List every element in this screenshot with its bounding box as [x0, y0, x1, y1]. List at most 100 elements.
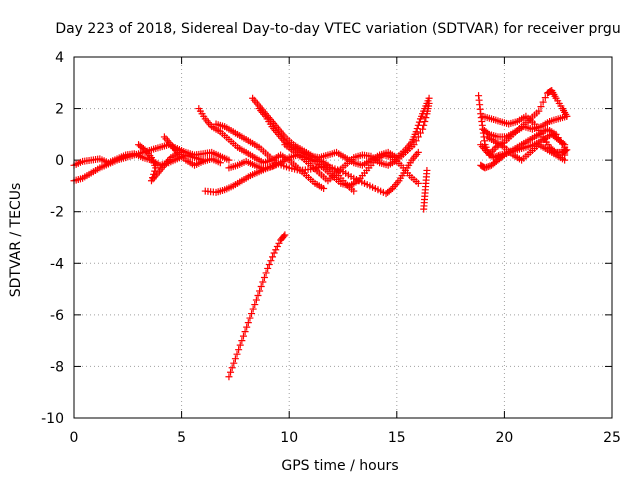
data-point: [387, 186, 395, 194]
data-point: [412, 128, 420, 136]
x-tick-label: 5: [177, 430, 186, 446]
chart-title: Day 223 of 2018, Sidereal Day-to-day VTE…: [55, 21, 620, 37]
x-tick-label: 20: [495, 430, 513, 446]
series-arc-4: [160, 133, 224, 169]
data-point: [539, 98, 547, 106]
data-point: [413, 125, 421, 133]
data-point: [225, 156, 233, 164]
data-point: [257, 282, 265, 290]
tick-labels: 0 5 10 15 20 25 -10 -8 -6 -4 -2 0 2 4: [41, 50, 621, 446]
data-point: [410, 141, 418, 149]
data-point: [535, 107, 543, 115]
y-tick-label: 4: [55, 50, 64, 66]
series-arc-19: [479, 112, 571, 141]
data-point: [152, 164, 160, 172]
data-point: [484, 129, 492, 137]
data-point: [216, 159, 224, 167]
y-tick-label: -6: [50, 308, 64, 324]
data-point: [239, 332, 247, 340]
plot-frame: [73, 56, 613, 419]
data-point: [414, 133, 422, 141]
data-point: [248, 310, 256, 318]
data-point: [280, 232, 288, 240]
data-point: [416, 129, 424, 137]
data-point: [259, 278, 267, 286]
plot-markers: [70, 87, 571, 381]
y-tick-label: -10: [41, 411, 64, 427]
data-point: [490, 154, 498, 162]
series-arc-12: [420, 166, 431, 213]
y-axis-title: SDTVAR / TECUs: [8, 183, 24, 298]
series-arc-6: [212, 120, 280, 167]
data-point: [414, 148, 422, 156]
data-point: [264, 264, 272, 272]
data-point: [499, 152, 507, 160]
series-arc-13: [225, 231, 289, 381]
data-point: [281, 231, 289, 239]
data-point: [227, 368, 235, 376]
grid-lines: [74, 57, 612, 418]
series-arc-11: [281, 99, 433, 185]
data-point: [236, 341, 244, 349]
data-point: [252, 296, 260, 304]
y-tick-label: 2: [55, 102, 64, 118]
y-tick-label: -2: [50, 205, 64, 221]
x-tick-label: 0: [70, 430, 79, 446]
data-point: [419, 125, 427, 133]
data-point: [422, 114, 430, 122]
data-point: [562, 146, 570, 154]
data-point: [541, 94, 549, 102]
data-point: [260, 273, 268, 281]
data-point: [561, 156, 569, 164]
data-point: [272, 246, 280, 254]
data-point: [243, 323, 251, 331]
data-point: [244, 319, 252, 327]
data-point: [251, 301, 259, 309]
data-point: [484, 163, 492, 171]
data-point: [320, 185, 328, 193]
data-point: [265, 261, 273, 269]
data-point: [225, 373, 233, 381]
x-tick-label: 25: [603, 430, 621, 446]
data-point: [412, 137, 420, 145]
series-arc-18: [483, 133, 569, 164]
y-tick-label: -8: [50, 359, 64, 375]
axis-ticks: [73, 56, 613, 419]
y-tick-label: 0: [55, 153, 64, 169]
y-tick-label: -4: [50, 256, 64, 272]
data-point: [563, 112, 571, 120]
data-point: [270, 249, 278, 257]
data-point: [254, 292, 262, 300]
data-point: [481, 164, 489, 172]
data-point: [420, 205, 428, 213]
data-point: [256, 287, 264, 295]
data-point: [425, 99, 433, 107]
data-point: [273, 243, 281, 251]
data-point: [275, 239, 283, 247]
x-axis-title: GPS time / hours: [281, 458, 398, 474]
data-point: [139, 145, 147, 153]
data-point: [262, 269, 270, 277]
data-point: [350, 187, 358, 195]
data-point: [537, 103, 545, 111]
data-point: [233, 350, 241, 358]
data-point: [235, 346, 243, 354]
x-tick-label: 10: [280, 430, 298, 446]
data-point: [483, 163, 491, 171]
data-point: [246, 314, 254, 322]
data-point: [269, 253, 277, 261]
data-point: [228, 364, 236, 372]
data-point: [241, 328, 249, 336]
data-point: [415, 118, 423, 126]
data-point: [420, 121, 428, 129]
data-point: [231, 355, 239, 363]
data-point: [238, 337, 246, 345]
series-arc-2: [70, 150, 207, 169]
data-point: [267, 257, 275, 265]
data-point: [249, 305, 257, 313]
x-tick-label: 15: [388, 430, 406, 446]
data-point: [230, 359, 238, 367]
data-point: [421, 117, 429, 125]
